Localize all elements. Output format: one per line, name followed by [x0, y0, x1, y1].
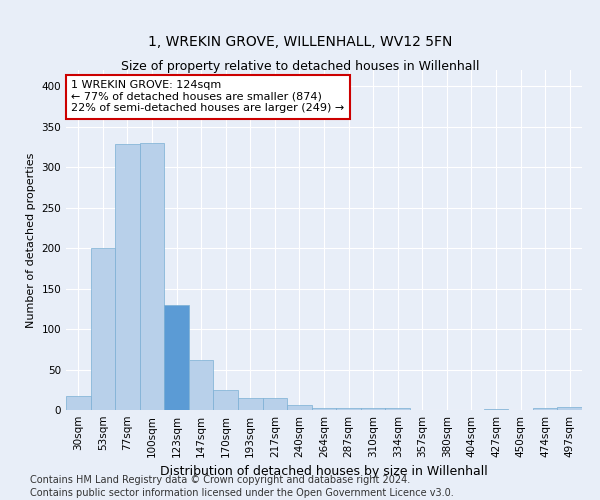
- Bar: [287, 405, 312, 410]
- Bar: [533, 408, 557, 410]
- Bar: [312, 408, 336, 410]
- Bar: [238, 398, 263, 410]
- Bar: [66, 396, 91, 410]
- Y-axis label: Number of detached properties: Number of detached properties: [26, 152, 36, 328]
- X-axis label: Distribution of detached houses by size in Willenhall: Distribution of detached houses by size …: [160, 466, 488, 478]
- Text: Contains public sector information licensed under the Open Government Licence v3: Contains public sector information licen…: [30, 488, 454, 498]
- Bar: [164, 305, 189, 410]
- Bar: [140, 143, 164, 410]
- Bar: [189, 360, 214, 410]
- Bar: [484, 409, 508, 410]
- Text: 1 WREKIN GROVE: 124sqm
← 77% of detached houses are smaller (874)
22% of semi-de: 1 WREKIN GROVE: 124sqm ← 77% of detached…: [71, 80, 344, 114]
- Bar: [263, 398, 287, 410]
- Bar: [115, 144, 140, 410]
- Bar: [91, 248, 115, 410]
- Text: Contains HM Land Registry data © Crown copyright and database right 2024.: Contains HM Land Registry data © Crown c…: [30, 475, 410, 485]
- Bar: [557, 407, 582, 410]
- Bar: [385, 408, 410, 410]
- Bar: [214, 390, 238, 410]
- Text: 1, WREKIN GROVE, WILLENHALL, WV12 5FN: 1, WREKIN GROVE, WILLENHALL, WV12 5FN: [148, 35, 452, 49]
- Bar: [361, 408, 385, 410]
- Text: Size of property relative to detached houses in Willenhall: Size of property relative to detached ho…: [121, 60, 479, 73]
- Bar: [336, 408, 361, 410]
